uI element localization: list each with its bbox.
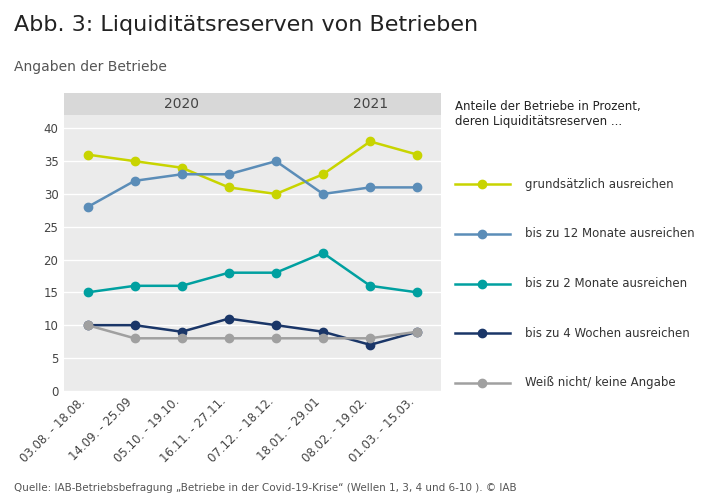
Text: Weiß nicht/ keine Angabe: Weiß nicht/ keine Angabe [525,376,675,389]
Text: 2021: 2021 [353,97,387,111]
Bar [64,93,299,115]
Bar [299,93,441,115]
Text: bis zu 12 Monate ausreichen: bis zu 12 Monate ausreichen [525,227,695,240]
Text: Abb. 3: Liquiditätsreserven von Betrieben: Abb. 3: Liquiditätsreserven von Betriebe… [14,15,479,35]
Text: 2020: 2020 [164,97,199,111]
Text: Angaben der Betriebe: Angaben der Betriebe [14,60,167,74]
Text: Quelle: IAB-Betriebsbefragung „Betriebe in der Covid-19-Krise“ (Wellen 1, 3, 4 u: Quelle: IAB-Betriebsbefragung „Betriebe … [14,483,517,493]
Text: grundsätzlich ausreichen: grundsätzlich ausreichen [525,178,673,191]
Text: bis zu 2 Monate ausreichen: bis zu 2 Monate ausreichen [525,277,687,290]
Text: Anteile der Betriebe in Prozent,
deren Liquiditätsreserven ...: Anteile der Betriebe in Prozent, deren L… [455,100,641,128]
Text: bis zu 4 Wochen ausreichen: bis zu 4 Wochen ausreichen [525,327,690,340]
